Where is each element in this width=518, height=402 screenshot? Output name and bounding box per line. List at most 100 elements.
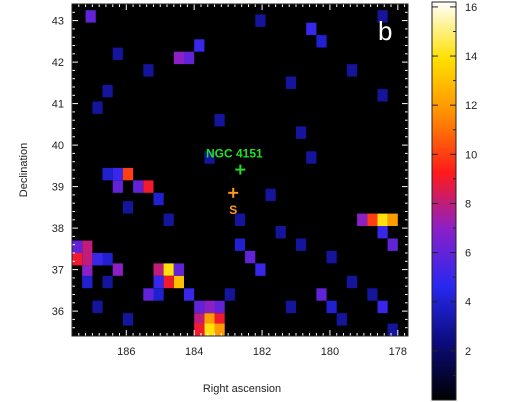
colorbar-tick-label: 8 [465,198,471,210]
heatmap-cell [346,64,358,77]
heatmap-cell [234,238,246,251]
y-tick-label: 40 [52,140,64,152]
heatmap-cell [122,313,134,326]
heatmap-cell [275,226,286,239]
heatmap-plot [71,3,409,337]
heatmap-cell [153,275,164,289]
y-tick-label: 36 [52,306,64,318]
heatmap-cell [245,250,256,264]
heatmap-cell [82,265,93,278]
x-tick-label: 182 [253,346,271,358]
plot-frame [71,3,409,337]
heatmap-cell [102,275,113,289]
y-tick-label: 37 [52,265,64,277]
heatmap-cell [194,313,205,326]
heatmap-cell [387,323,398,336]
heatmap-cell [153,263,164,276]
heatmap-cell [204,313,215,326]
heatmap-cells [72,10,398,336]
colorbar-tick-label: 10 [465,149,477,161]
heatmap-cell [214,114,225,127]
heatmap-cell [316,35,327,48]
heatmap-cell [102,253,113,266]
annotations: NGC 4151 S [206,147,263,217]
heatmap-cell [316,288,327,301]
heatmap-cell [184,288,195,301]
x-tick-label: 186 [117,346,135,358]
y-tick-label: 38 [52,223,64,235]
heatmap-cell [306,151,317,164]
heatmap-cell [255,14,266,27]
heatmap-cell [194,323,205,336]
heatmap-cell [122,201,134,214]
heatmap-cell [85,10,96,23]
heatmap-cell [377,10,388,23]
y-tick-labels: 36 37 38 39 40 41 42 43 [52,16,64,319]
heatmap-cell [296,238,307,251]
y-tick-label: 41 [52,99,64,111]
heatmap-cell [153,288,164,301]
colorbar: 2 4 6 8 10 12 14 16 [431,1,477,401]
heatmap-cell [102,167,113,181]
heatmap-cell [357,213,368,226]
colorbar-tick-label: 2 [465,346,471,358]
heatmap-cell [377,300,388,314]
heatmap-cell [204,323,215,336]
heatmap-cell [143,180,154,193]
heatmap-cell [194,39,205,52]
heatmap-cell [194,300,205,314]
heatmap-cell [377,213,388,226]
heatmap-cell [72,253,83,266]
y-tick-label: 39 [52,182,64,194]
heatmap-cell [82,253,93,266]
colorbar-ticks: 2 4 6 8 10 12 14 16 [432,2,477,376]
x-tick-label: 178 [389,346,407,358]
heatmap-cell [296,126,307,139]
colorbar-tick-label: 12 [465,100,477,112]
heatmap-cell [326,300,337,314]
heatmap-cell [92,101,103,114]
heatmap-cell [326,250,337,264]
heatmap-cell [377,226,388,239]
x-tick-label: 184 [185,346,203,358]
heatmap-cell [133,180,144,193]
heatmap-cell [255,263,266,276]
y-tick-label: 42 [52,57,64,69]
colorbar-tick-label: 16 [465,2,477,14]
heatmap-cell [112,47,123,60]
heatmap-cell [112,263,123,276]
heatmap-cell [163,213,174,226]
heatmap-cell [163,263,174,276]
colorbar-tick-label: 6 [465,248,471,260]
colorbar-tick-label: 14 [465,51,477,63]
annotation-label: S [229,203,237,217]
heatmap-cell [173,275,184,289]
heatmap-cell [285,300,296,314]
heatmap-cell [234,213,246,226]
heatmap-cell [92,300,103,314]
colorbar-tick-label: 4 [465,297,471,309]
y-axis-title: Declination [18,143,30,197]
heatmap-cell [173,263,184,276]
heatmap-cell [102,84,113,98]
heatmap-cell [214,300,225,314]
heatmap-cell [82,275,93,289]
x-tick-label: 180 [321,346,339,358]
x-tick-labels: 186 184 182 180 178 [117,346,407,358]
heatmap-cell [143,288,154,301]
panel-letter: b [378,16,392,46]
heatmap-cell [143,64,154,77]
heatmap-cell [265,188,276,202]
heatmap-cell [387,213,398,226]
heatmap-cell [173,51,184,65]
colorbar-gradient [431,1,457,401]
heatmap-cell [367,288,378,301]
heatmap-cell [72,240,83,253]
annotation-label: NGC 4151 [206,147,263,161]
heatmap-cell [153,192,164,206]
heatmap-cell [122,167,134,181]
heatmap-cell [112,180,123,193]
heatmap-cell [204,300,215,314]
x-axis-title: Right ascension [203,383,281,395]
